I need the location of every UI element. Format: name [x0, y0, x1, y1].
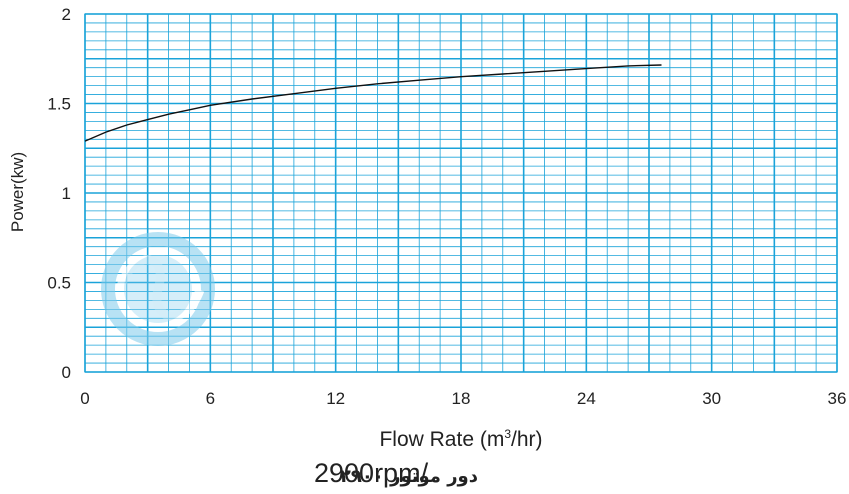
- x-axis-title-superscript: 3: [504, 427, 511, 441]
- series-line-0: [84, 64, 662, 142]
- footer-speed-fa: دور موتور ۲۹۰۰: [340, 466, 478, 487]
- x-tick-labels: 0 6 12 18 24 30 36: [80, 389, 846, 408]
- y-tick-label: 2: [62, 5, 71, 24]
- x-tick-label: 0: [80, 389, 89, 408]
- y-tick-label: 1: [62, 184, 71, 203]
- x-tick-label: 36: [828, 389, 847, 408]
- y-tick-label: 1.5: [47, 95, 71, 114]
- x-axis-title-main: Flow Rate (m: [379, 428, 504, 451]
- y-tick-label: 0: [62, 363, 71, 382]
- footer-speed-en: 2900rpm/: [314, 458, 429, 488]
- plot-frame: [84, 13, 838, 373]
- wave-circle-logo: [101, 232, 215, 346]
- x-tick-label: 12: [326, 389, 345, 408]
- x-tick-label: 24: [577, 389, 596, 408]
- series-lines: [84, 64, 662, 142]
- x-axis-title-tail: /hr): [511, 428, 543, 451]
- x-tick-label: 30: [702, 389, 721, 408]
- x-tick-label: 6: [206, 389, 215, 408]
- y-tick-label: 0.5: [47, 274, 71, 293]
- y-tick-labels: 0 0.5 1 1.5 2: [47, 5, 71, 382]
- x-axis-title: Flow Rate (m3/hr): [379, 427, 542, 451]
- x-tick-label: 18: [452, 389, 471, 408]
- y-axis-title: Power(kw): [8, 152, 27, 232]
